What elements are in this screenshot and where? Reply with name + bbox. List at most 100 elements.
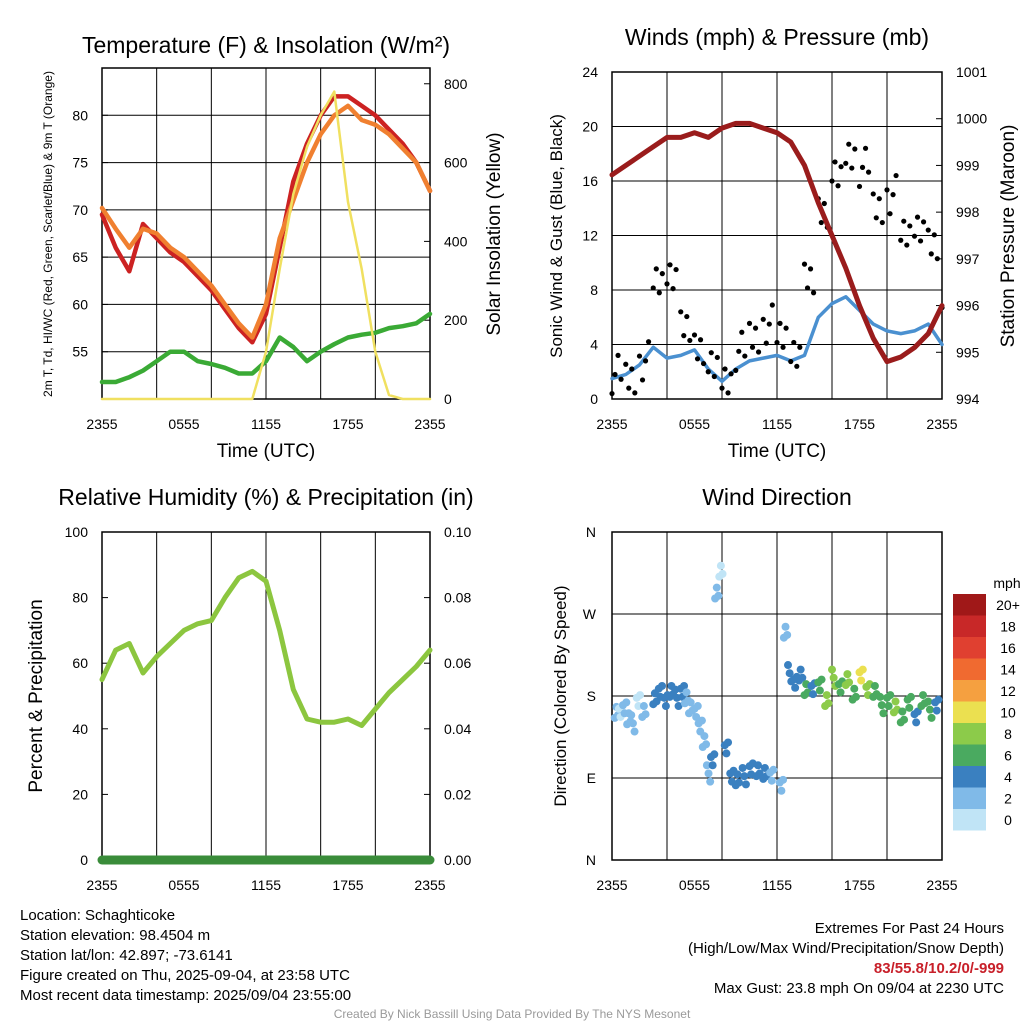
direction-point — [628, 719, 637, 728]
extremes-heading: Extremes For Past 24 Hours — [814, 920, 1004, 937]
max-gust-text: Max Gust: 23.8 mph On 09/04 at 2230 UTC — [713, 980, 1004, 997]
y-tick-label: 24 — [582, 64, 598, 80]
direction-point — [712, 583, 721, 592]
gust-point — [763, 340, 769, 346]
gust-point — [791, 339, 797, 346]
direction-point — [710, 750, 719, 759]
series-line-solar — [100, 90, 432, 401]
direction-point — [781, 622, 790, 631]
legend-swatch — [953, 680, 986, 702]
y2-tick-label: 0 — [444, 391, 452, 407]
gust-point — [719, 385, 725, 391]
y2-tick-label: 0.08 — [444, 590, 471, 606]
direction-point — [845, 678, 854, 687]
direction-point — [891, 697, 900, 706]
y2-tick-label: 997 — [956, 251, 980, 267]
gust-point — [673, 266, 679, 273]
gust-point — [687, 337, 693, 344]
gust-point — [708, 350, 714, 356]
gust-point — [907, 223, 913, 229]
direction-point — [886, 691, 895, 700]
y-axis-label: Sonic Wind & Gust (Blue, Black) — [547, 114, 566, 358]
gust-point — [893, 172, 899, 179]
gust-point — [659, 271, 665, 277]
direction-point — [692, 712, 701, 721]
y-tick-label: 0 — [80, 852, 88, 868]
y2-tick-label: 0.04 — [444, 721, 471, 737]
direction-point — [925, 705, 934, 714]
winds-panel: Winds (mph) & Pressure (mb) 2355 0555 1155 1… — [547, 24, 1019, 462]
direction-point — [798, 673, 807, 682]
gust-point — [887, 211, 893, 217]
gust-point — [691, 332, 698, 338]
gust-point — [917, 238, 924, 244]
direction-point — [824, 699, 833, 708]
series-line-wind — [610, 295, 944, 384]
gust-point — [818, 219, 824, 226]
gust-point — [890, 192, 896, 198]
gust-point — [769, 302, 775, 308]
y2-tick-label: 994 — [956, 391, 980, 407]
direction-point — [693, 702, 702, 711]
gust-point — [755, 349, 762, 355]
direction-point — [716, 561, 725, 570]
latlon-text: Station lat/lon: 42.897; -73.6141 — [20, 947, 233, 964]
direction-point — [686, 698, 695, 707]
y-tick-label: 16 — [582, 173, 598, 189]
direction-point — [836, 688, 845, 697]
y-tick-label: 55 — [72, 344, 88, 360]
gust-point — [714, 354, 720, 361]
y2-tick-label: 200 — [444, 312, 468, 328]
direction-point — [850, 684, 859, 693]
gust-point — [645, 339, 652, 345]
series-line-9m-t — [99, 103, 433, 340]
direction-point — [754, 761, 763, 770]
direction-point — [760, 763, 769, 772]
series-line-rh — [99, 568, 433, 728]
gust-point — [821, 200, 827, 207]
y2-tick-label: 0.02 — [444, 786, 471, 802]
direction-point — [630, 727, 639, 736]
direction-point — [769, 765, 778, 774]
x-axis-label: Time (UTC) — [217, 441, 316, 462]
gust-point — [898, 237, 904, 243]
direction-point — [735, 778, 744, 787]
gust-point — [700, 360, 707, 367]
gust-point — [711, 373, 717, 380]
y2-tick-label: 600 — [444, 155, 468, 171]
chart-title-0: Temperature (F) & Insolation (W/m²) — [82, 32, 450, 58]
gust-point — [925, 227, 931, 233]
y2-tick-label: 800 — [444, 76, 468, 92]
y2-axis-label: Solar Insolation (Yellow) — [484, 132, 505, 335]
legend-label: 8 — [1004, 726, 1012, 742]
y-tick-label: N — [586, 524, 596, 540]
y2-tick-label: 996 — [956, 298, 980, 314]
gust-point — [650, 285, 656, 291]
gust-point — [832, 159, 838, 165]
gust-point — [766, 321, 772, 327]
legend-label: 2 — [1004, 791, 1012, 807]
legend-swatch — [953, 787, 986, 809]
x-tick-label: 1755 — [844, 877, 875, 893]
y2-tick-label: 0.00 — [444, 852, 471, 868]
gust-point — [865, 169, 872, 175]
legend-title: mph — [993, 575, 1020, 591]
gust-point — [859, 164, 866, 170]
y-tick-label: 75 — [72, 155, 88, 171]
gust-point — [760, 316, 766, 322]
extremes-subheading: (High/Low/Max Wind/Precipitation/Snow De… — [688, 940, 1004, 957]
legend-swatch — [953, 637, 986, 659]
legend-label: 16 — [1000, 640, 1016, 656]
direction-point — [714, 591, 723, 600]
plot-frame — [101, 67, 431, 400]
y-tick-label: N — [586, 852, 596, 868]
legend-swatch — [953, 658, 986, 680]
legend-swatch — [953, 766, 986, 788]
x-tick-label: 2355 — [414, 416, 445, 432]
gust-point — [664, 281, 670, 287]
gust-point — [722, 366, 728, 372]
gust-point — [783, 325, 789, 331]
gust-point — [856, 183, 863, 190]
y2-tick-label: 1001 — [956, 64, 987, 80]
gust-point — [752, 325, 759, 331]
